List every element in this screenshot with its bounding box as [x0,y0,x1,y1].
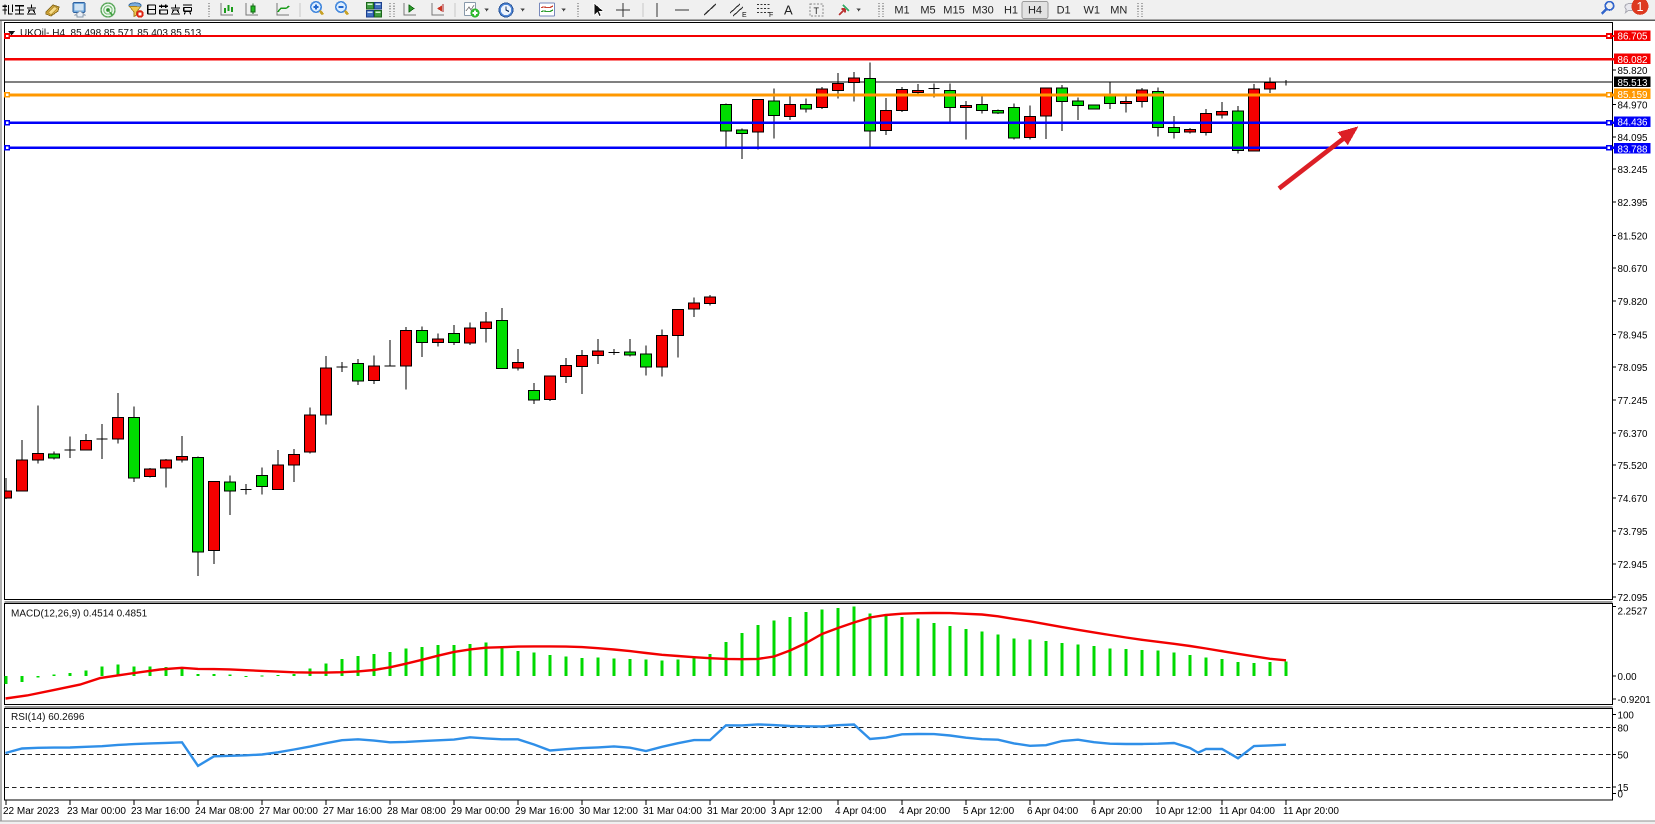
svg-text:74.670: 74.670 [1618,494,1649,505]
svg-text:83.788: 83.788 [1618,144,1649,155]
svg-text:2.2527: 2.2527 [1618,607,1648,618]
svg-text:6 Apr 04:00: 6 Apr 04:00 [1027,806,1079,817]
svg-text:50: 50 [1618,751,1629,762]
svg-text:27 Mar 00:00: 27 Mar 00:00 [259,806,318,817]
svg-text:72.945: 72.945 [1618,560,1649,571]
svg-text:0: 0 [1618,789,1624,800]
svg-text:80: 80 [1618,723,1629,734]
svg-text:D1: D1 [1057,5,1071,17]
svg-text:M1: M1 [894,5,909,17]
svg-text:MACD(12,26,9) 0.4514 0.4851: MACD(12,26,9) 0.4514 0.4851 [11,609,148,620]
svg-text:27 Mar 16:00: 27 Mar 16:00 [323,806,382,817]
svg-text:11 Apr 20:00: 11 Apr 20:00 [1283,806,1339,817]
svg-text:30 Mar 12:00: 30 Mar 12:00 [579,806,638,817]
svg-text:80.670: 80.670 [1618,264,1649,275]
svg-text:84.970: 84.970 [1618,100,1649,111]
svg-text:78.945: 78.945 [1618,331,1649,342]
svg-text:23 Mar 16:00: 23 Mar 16:00 [131,806,190,817]
svg-text:72.095: 72.095 [1618,593,1649,604]
svg-text:85.159: 85.159 [1618,90,1648,101]
svg-text:T: T [814,6,820,16]
svg-text:22 Mar 2023: 22 Mar 2023 [3,806,60,817]
svg-text:MN: MN [1110,5,1127,17]
svg-text:11 Apr 04:00: 11 Apr 04:00 [1219,806,1275,817]
svg-text:75.520: 75.520 [1618,461,1649,472]
svg-text:UKOil-.H4 85.498 85.571 85.40: UKOil-.H4 85.498 85.571 85.403 85.513 [20,28,202,39]
svg-text:4 Apr 20:00: 4 Apr 20:00 [899,806,951,817]
svg-text:F: F [769,12,773,19]
svg-text:31 Mar 04:00: 31 Mar 04:00 [643,806,702,817]
svg-text:78.095: 78.095 [1618,363,1649,374]
svg-text:M15: M15 [943,5,964,17]
svg-text:E: E [742,12,747,19]
svg-text:84.436: 84.436 [1618,118,1649,129]
svg-text:4 Apr 04:00: 4 Apr 04:00 [835,806,887,817]
svg-text:6 Apr 20:00: 6 Apr 20:00 [1091,806,1143,817]
svg-text:3 Apr 12:00: 3 Apr 12:00 [771,806,823,817]
svg-text:-0.9201: -0.9201 [1618,695,1651,706]
svg-text:28 Mar 08:00: 28 Mar 08:00 [387,806,446,817]
svg-text:100: 100 [1618,710,1635,721]
svg-text:85.820: 85.820 [1618,66,1649,77]
svg-text:5 Apr 12:00: 5 Apr 12:00 [963,806,1015,817]
svg-text:73.795: 73.795 [1618,527,1649,538]
svg-text:23 Mar 00:00: 23 Mar 00:00 [67,806,126,817]
svg-text:24 Mar 08:00: 24 Mar 08:00 [195,806,254,817]
svg-text:85.513: 85.513 [1618,78,1649,89]
svg-text:10 Apr 12:00: 10 Apr 12:00 [1155,806,1212,817]
svg-text:82.395: 82.395 [1618,198,1649,209]
svg-text:83.245: 83.245 [1618,165,1649,176]
svg-text:84.095: 84.095 [1618,133,1649,144]
svg-text:29 Mar 00:00: 29 Mar 00:00 [451,806,510,817]
svg-text:RSI(14) 60.2696: RSI(14) 60.2696 [11,712,85,723]
svg-text:0.00: 0.00 [1618,672,1638,683]
svg-text:M5: M5 [920,5,935,17]
svg-text:29 Mar 16:00: 29 Mar 16:00 [515,806,574,817]
svg-text:86.082: 86.082 [1618,55,1648,66]
svg-text:31 Mar 20:00: 31 Mar 20:00 [707,806,766,817]
svg-text:H1: H1 [1004,5,1018,17]
svg-text:77.245: 77.245 [1618,396,1649,407]
svg-text:76.370: 76.370 [1618,429,1649,440]
svg-text:1: 1 [1637,0,1644,14]
svg-text:86.705: 86.705 [1618,32,1649,43]
svg-text:81.520: 81.520 [1618,232,1649,243]
svg-text:15: 15 [1618,783,1629,794]
svg-text:79.820: 79.820 [1618,297,1649,308]
svg-text:H4: H4 [1028,5,1042,17]
svg-text:M30: M30 [972,5,993,17]
svg-text:W1: W1 [1083,5,1100,17]
svg-text:A: A [784,3,793,18]
